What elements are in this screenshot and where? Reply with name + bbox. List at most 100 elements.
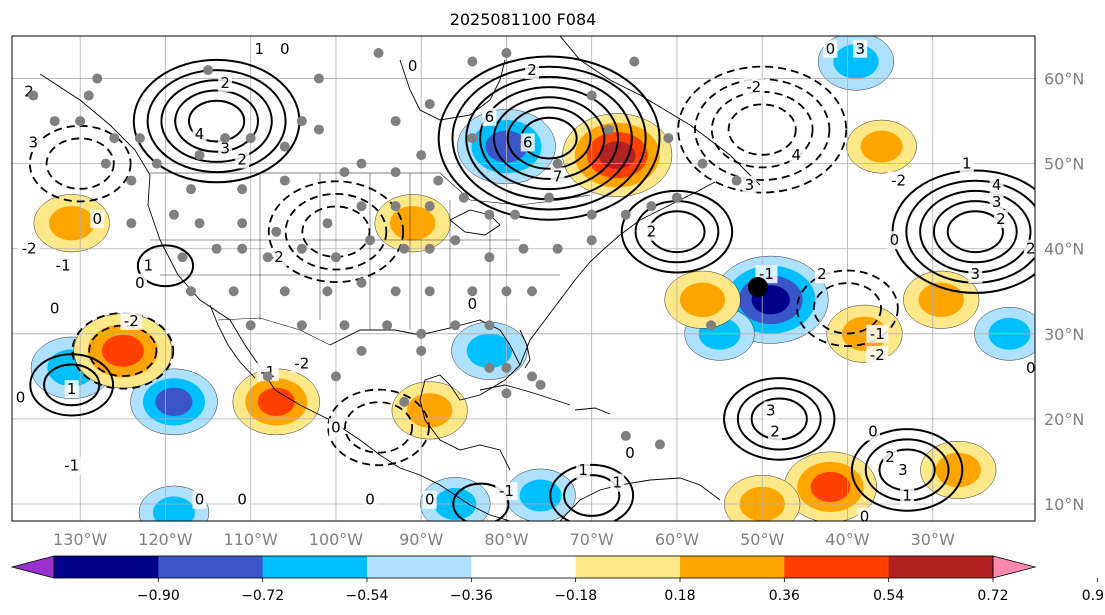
contour-label-bg-48 xyxy=(968,265,983,284)
contour-label-bg-8 xyxy=(90,209,105,228)
lon-tick-label-1: 120°W xyxy=(138,530,193,549)
contour-label-bg-39 xyxy=(853,39,868,58)
shade-level-2-1 xyxy=(833,44,879,79)
shade-level-16-1 xyxy=(407,393,453,428)
station-marker-11 xyxy=(245,133,256,144)
contour-label-bg-14 xyxy=(47,299,62,318)
colorbar-segment-8 xyxy=(888,556,994,578)
contour-label-bg-45 xyxy=(989,192,1004,211)
contour-label-24: 0 xyxy=(365,491,375,509)
colorbar-frame xyxy=(53,555,994,579)
contour-label-57: 0 xyxy=(860,508,870,526)
positive-contour-1-4 xyxy=(492,96,606,180)
contour-label-55: 1 xyxy=(902,486,912,504)
positive-contour-4-1 xyxy=(563,474,621,517)
positive-contour-4-0 xyxy=(549,463,635,521)
station-marker-97 xyxy=(424,99,435,110)
station-marker-83 xyxy=(654,439,665,450)
contour-label-bg-53 xyxy=(883,448,898,467)
station-marker-38 xyxy=(620,209,631,220)
shade-level-18-1 xyxy=(935,452,981,488)
contour-label-bg-0 xyxy=(218,73,233,92)
shade-level-22-1 xyxy=(860,130,903,163)
station-marker-98 xyxy=(552,158,563,169)
station-marker-17 xyxy=(279,175,290,186)
contour-label-bg-30 xyxy=(550,167,565,186)
storm-center-marker xyxy=(747,277,768,298)
contour-label-18: -1 xyxy=(64,457,79,475)
lon-tick-label-2: 110°W xyxy=(224,530,279,549)
lat-tick-label-3: 30°N xyxy=(1044,325,1084,344)
contour-label-bg-24 xyxy=(363,490,378,509)
border-us-mexico xyxy=(217,317,331,346)
colorbar-segment-3 xyxy=(367,556,472,578)
station-marker-30 xyxy=(356,201,367,212)
contour-label-36: 4 xyxy=(792,146,802,164)
station-marker-15 xyxy=(186,184,197,195)
lon-tick-label-4: 90°W xyxy=(399,530,443,549)
contour-label-4: 1 xyxy=(254,40,264,58)
station-marker-32 xyxy=(424,201,435,212)
contour-label-9: -2 xyxy=(22,240,37,258)
contour-label-bg-20 xyxy=(290,354,313,373)
station-marker-37 xyxy=(586,209,597,220)
contour-label-50: -2 xyxy=(870,346,885,364)
coastline-gulf-of-mexico xyxy=(329,319,521,471)
colorbar-tick-label-9: 0.90 xyxy=(1082,588,1105,604)
contour-label-bg-4 xyxy=(252,39,267,58)
contour-label-58: 0 xyxy=(1026,359,1036,377)
contour-label-bg-11 xyxy=(141,256,156,275)
contour-label-11: 1 xyxy=(144,257,154,275)
station-marker-49 xyxy=(424,243,435,254)
map-area: 243210320-2-110-20-210-1-1-200000-111076… xyxy=(12,36,1036,526)
contour-label-21: 0 xyxy=(331,418,341,436)
station-marker-99 xyxy=(433,175,444,186)
station-marker-28 xyxy=(271,226,282,237)
station-marker-64 xyxy=(527,286,538,297)
contour-label-bg-43 xyxy=(887,231,902,250)
contour-label-0: 2 xyxy=(220,74,230,92)
contour-label-8: 0 xyxy=(92,210,102,228)
station-marker-87 xyxy=(629,56,640,67)
station-marker-46 xyxy=(330,252,341,263)
contour-label-60: 0 xyxy=(468,295,478,313)
contour-label-bg-27 xyxy=(576,460,591,479)
contour-label-bg-9 xyxy=(18,239,41,258)
contour-labels: 243210320-2-110-20-210-1-1-200000-111076… xyxy=(13,39,1036,526)
contour-label-27: 1 xyxy=(578,461,588,479)
contour-label-51: 3 xyxy=(766,401,776,419)
positive-contour-9-0 xyxy=(136,244,195,288)
shade-level-14-1 xyxy=(48,205,95,241)
contour-label-56: 0 xyxy=(868,423,878,441)
contour-label-bg-60 xyxy=(465,295,480,314)
colorbar-segment-1 xyxy=(158,556,264,578)
station-marker-84 xyxy=(706,320,717,331)
contour-label-bg-16 xyxy=(64,380,79,399)
contour-label-bg-37 xyxy=(742,78,765,97)
negative-contour-0-0 xyxy=(267,180,405,284)
station-marker-72 xyxy=(356,345,367,356)
contour-label-bg-50 xyxy=(866,346,889,365)
colorbar-extend-high xyxy=(992,555,1037,579)
lon-tick-label-8: 50°W xyxy=(740,530,784,549)
station-marker-20 xyxy=(390,167,401,178)
colorbar-segment-2 xyxy=(262,556,368,578)
contour-label-bg-22 xyxy=(192,490,207,509)
contour-label-34: 2 xyxy=(647,223,657,241)
contour-label-54: 3 xyxy=(898,461,908,479)
contour-label-49: -1 xyxy=(870,325,885,343)
positive-contour-3-4 xyxy=(946,210,1004,254)
contour-label-bg-33 xyxy=(525,61,540,80)
station-marker-40 xyxy=(671,192,682,203)
colorbar-tick-label-6: 0.36 xyxy=(769,588,800,604)
positive-contour-6-1 xyxy=(736,387,822,451)
station-marker-86 xyxy=(697,158,708,169)
station-marker-65 xyxy=(245,320,256,331)
shaded-anomaly-7 xyxy=(138,485,210,521)
coastline-hudson-bay xyxy=(399,59,506,121)
contour-label-2: 3 xyxy=(220,139,230,157)
station-marker-24 xyxy=(126,218,137,229)
map-frame xyxy=(11,35,1036,522)
contour-label-bg-55 xyxy=(900,486,915,505)
station-marker-79 xyxy=(399,396,410,407)
